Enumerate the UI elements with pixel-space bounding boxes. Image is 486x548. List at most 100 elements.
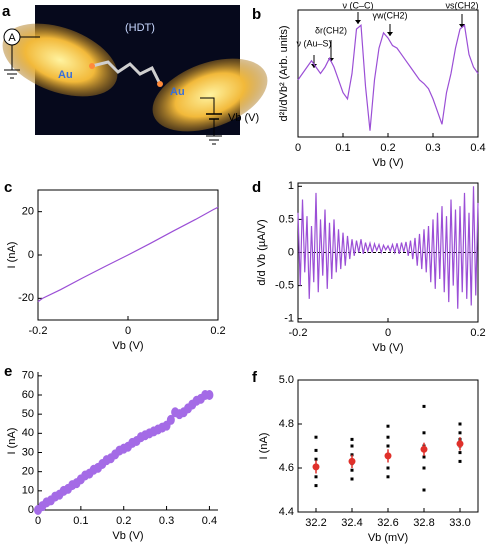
arrow-head xyxy=(387,32,393,36)
annotation: δr(CH2) xyxy=(315,25,347,35)
x-axis-label: Vb (V) xyxy=(112,340,143,352)
data-point xyxy=(422,431,426,435)
data-point xyxy=(458,431,462,435)
x-tick-label: 0.3 xyxy=(159,515,174,527)
mean-marker xyxy=(348,457,356,465)
x-tick-label: 0.1 xyxy=(73,515,88,527)
x-tick-label: 0 xyxy=(35,515,41,527)
data-point xyxy=(350,477,354,481)
molecule xyxy=(91,60,162,85)
wire xyxy=(200,97,215,114)
x-tick-label: 0.2 xyxy=(116,515,131,527)
y-tick-label: 5.0 xyxy=(279,374,294,386)
y-tick-label: 0 xyxy=(288,246,294,258)
bias-label: Vb (V) xyxy=(228,112,259,124)
y-axis-label: d/d Vb (µA/V) xyxy=(256,219,268,285)
mean-marker xyxy=(456,440,464,448)
annotation: γw(CH2) xyxy=(373,10,408,20)
panel-letter: b xyxy=(252,6,261,23)
data-point xyxy=(458,451,462,455)
x-tick-label: 0 xyxy=(385,327,391,339)
mean-marker xyxy=(420,445,428,453)
electrode-label: Au xyxy=(58,69,73,81)
y-tick-label: -0.5 xyxy=(275,280,294,292)
arrow-head xyxy=(459,24,465,28)
data-point xyxy=(314,457,318,461)
data-point xyxy=(422,488,426,492)
data-point xyxy=(205,390,214,400)
y-tick-label: 4.4 xyxy=(279,506,294,518)
y-tick-label: 4.8 xyxy=(279,418,294,430)
sulfur xyxy=(157,81,163,87)
mean-marker xyxy=(312,463,320,471)
annotation: ν (Au–S) xyxy=(296,38,331,48)
x-tick-label: 32.4 xyxy=(341,517,362,529)
sulfur xyxy=(89,63,95,69)
annotation: νs(CH2) xyxy=(446,0,479,10)
y-tick-label: 30 xyxy=(22,446,34,458)
electrode-label: Au xyxy=(170,86,185,98)
data-point xyxy=(458,422,462,426)
y-tick-label: 0.5 xyxy=(279,213,294,225)
y-tick-label: 10 xyxy=(22,485,34,497)
mean-marker xyxy=(384,452,392,460)
x-tick-label: 0 xyxy=(295,142,301,154)
data-point xyxy=(422,466,426,470)
x-tick-label: 32.2 xyxy=(305,517,326,529)
y-axis-label: I (nA) xyxy=(6,242,18,269)
data-point xyxy=(314,475,318,479)
data-point xyxy=(386,424,390,428)
data-line xyxy=(297,24,479,131)
x-tick-label: 0.1 xyxy=(335,142,350,154)
panel-letter: c xyxy=(4,179,12,196)
data-point xyxy=(314,448,318,452)
y-axis-label: I (nA) xyxy=(6,428,18,455)
y-tick-label: 40 xyxy=(22,427,34,439)
ground xyxy=(4,69,20,79)
x-axis-label: Vb (V) xyxy=(372,157,403,169)
x-tick-label: 0.2 xyxy=(380,142,395,154)
x-tick-label: 32.6 xyxy=(377,517,398,529)
x-tick-label: -0.2 xyxy=(289,327,308,339)
x-tick-label: 32.8 xyxy=(413,517,434,529)
y-tick-label: 20 xyxy=(22,206,34,218)
arrow-head xyxy=(355,20,361,24)
y-axis-label: d²I/dVb² (Arb. units) xyxy=(278,26,290,122)
molecule-label: (HDT) xyxy=(125,22,155,34)
data-point xyxy=(166,414,175,425)
panel-letter: d xyxy=(252,179,261,196)
x-axis-label: Vb (V) xyxy=(112,530,143,542)
data-point xyxy=(458,459,462,463)
y-tick-label: 1 xyxy=(288,180,294,192)
y-tick-label: 70 xyxy=(22,370,34,382)
y-tick-label: 60 xyxy=(22,389,34,401)
x-axis-label: Vb (mV) xyxy=(368,532,408,544)
x-tick-label: 0.4 xyxy=(202,515,217,527)
panel-letter: a xyxy=(2,3,11,20)
x-tick-label: 0.4 xyxy=(470,142,485,154)
data-point xyxy=(422,404,426,408)
data-point xyxy=(314,484,318,488)
panel-letter: f xyxy=(252,369,258,386)
y-tick-label: 20 xyxy=(22,466,34,478)
y-tick-label: 0 xyxy=(28,504,34,516)
data-line xyxy=(297,186,479,309)
left-electrode xyxy=(2,23,118,97)
data-point xyxy=(350,437,354,441)
x-tick-label: 0.2 xyxy=(470,327,485,339)
data-point xyxy=(386,475,390,479)
data-point xyxy=(386,466,390,470)
schematic: a Au Au (HDT) A Vb (V) xyxy=(2,3,268,145)
x-axis-label: Vb (V) xyxy=(372,342,403,354)
panel-letter: e xyxy=(4,363,12,380)
annotation: ν (C–C) xyxy=(343,0,374,10)
data-point xyxy=(314,435,318,439)
arrow-head xyxy=(311,64,317,68)
x-tick-label: 0 xyxy=(125,325,131,337)
x-tick-label: 0.2 xyxy=(210,325,225,337)
y-tick-label: -1 xyxy=(284,313,294,325)
right-electrode xyxy=(152,58,268,132)
data-point xyxy=(386,435,390,439)
x-tick-label: 33.0 xyxy=(449,517,470,529)
